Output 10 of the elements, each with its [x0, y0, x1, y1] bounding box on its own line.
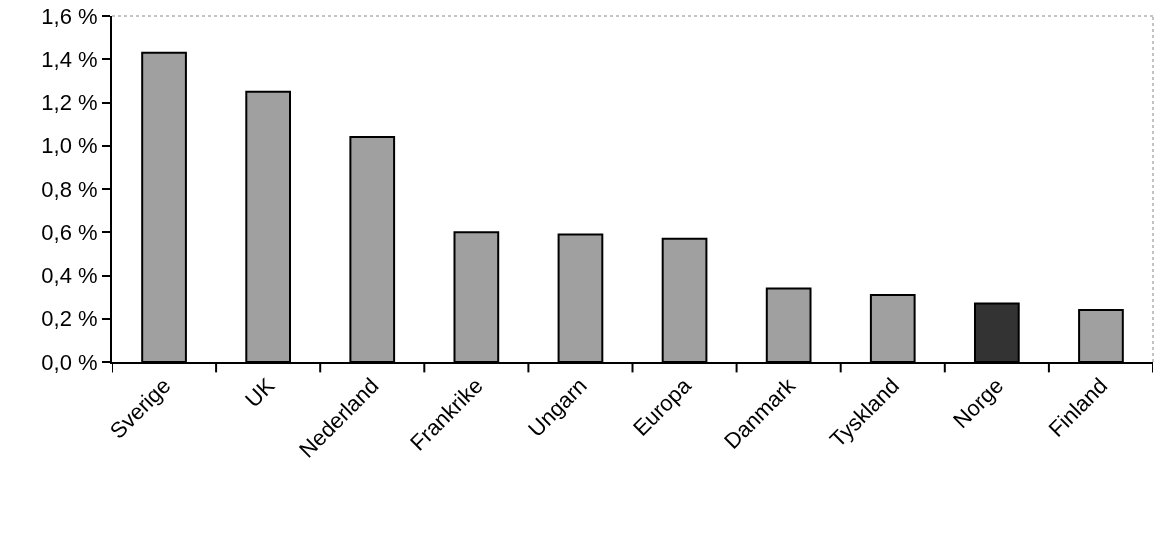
y-tick-label: 1,2 % [41, 90, 98, 116]
y-tick-label: 0,2 % [41, 306, 98, 332]
y-tick-label: 1,6 % [41, 3, 98, 29]
y-tick-label: 1,4 % [41, 46, 98, 72]
y-tick-label: 0,0 % [41, 349, 98, 375]
y-tick-label: 0,4 % [41, 263, 98, 289]
y-tick-label: 0,6 % [41, 219, 98, 245]
y-tick-label: 1,0 % [41, 133, 98, 159]
x-tick-label: UK [240, 372, 280, 413]
y-tick-label: 0,8 % [41, 176, 98, 202]
